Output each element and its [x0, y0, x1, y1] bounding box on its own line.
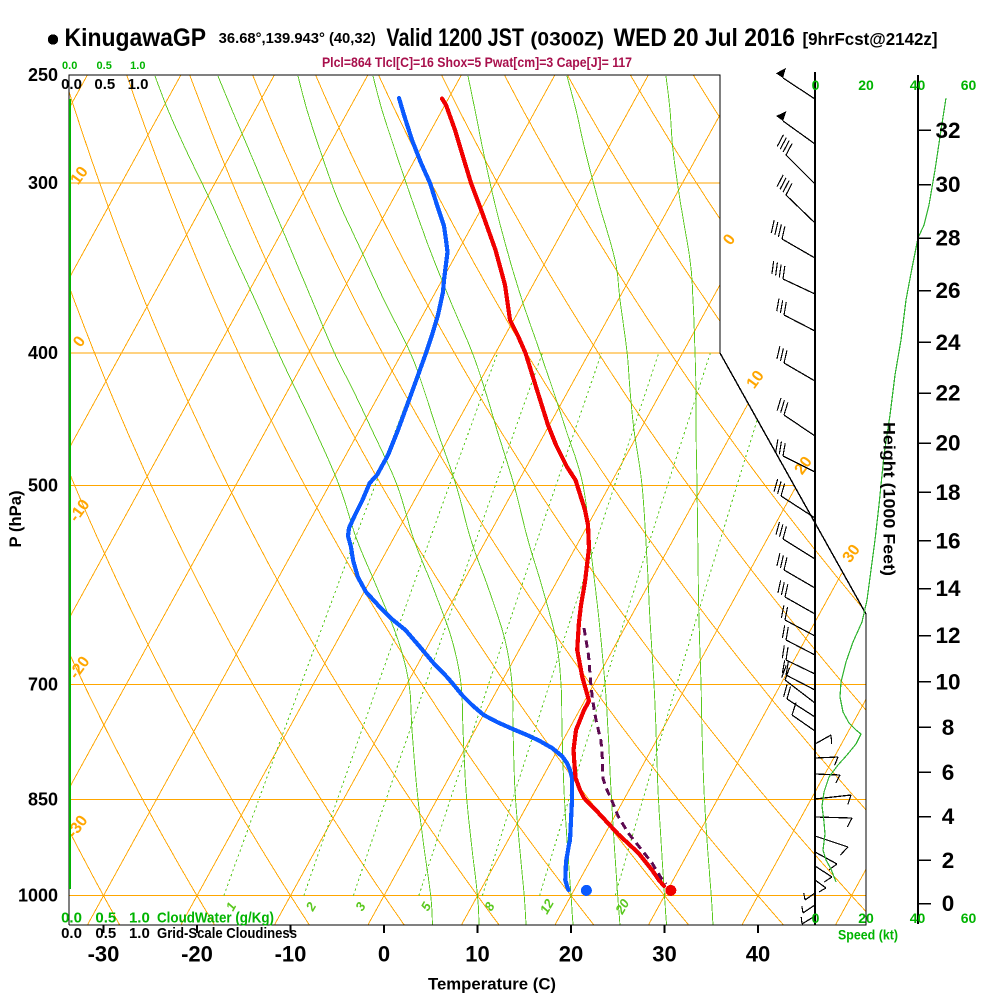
svg-text:30: 30	[935, 172, 960, 197]
svg-text:20: 20	[612, 896, 633, 918]
svg-text:32: 32	[935, 118, 960, 143]
svg-text:1.0: 1.0	[129, 925, 150, 942]
svg-text:0.0: 0.0	[61, 910, 82, 927]
svg-text:0.5: 0.5	[97, 60, 112, 72]
svg-text:24: 24	[935, 330, 961, 355]
svg-text:WED 20 Jul 2016: WED 20 Jul 2016	[614, 24, 795, 52]
svg-text:60: 60	[961, 910, 977, 926]
svg-text:10: 10	[935, 669, 960, 694]
svg-text:Grid-Scale Cloudiness: Grid-Scale Cloudiness	[157, 925, 297, 942]
svg-text:20: 20	[858, 910, 874, 926]
svg-text:20: 20	[858, 77, 874, 93]
svg-text:22: 22	[935, 381, 960, 406]
svg-text:0.0: 0.0	[62, 60, 77, 72]
svg-text:-20: -20	[181, 942, 213, 967]
svg-text:CloudWater (g/Kg): CloudWater (g/Kg)	[157, 910, 274, 927]
svg-text:Speed (kt): Speed (kt)	[838, 927, 898, 943]
svg-text:40: 40	[910, 77, 926, 93]
svg-text:500: 500	[28, 475, 58, 495]
svg-text:Height (1000 Feet): Height (1000 Feet)	[880, 422, 899, 576]
svg-text:40: 40	[746, 942, 770, 967]
svg-text:1.0: 1.0	[130, 60, 145, 72]
svg-text:0.0: 0.0	[61, 925, 82, 942]
svg-text:2: 2	[942, 848, 955, 873]
svg-text:6: 6	[942, 760, 955, 785]
svg-text:20: 20	[559, 942, 583, 967]
svg-text:1000: 1000	[18, 886, 58, 906]
svg-text:40: 40	[910, 910, 926, 926]
svg-text:0.5: 0.5	[95, 925, 116, 942]
svg-text:16: 16	[935, 528, 960, 553]
svg-text:0: 0	[942, 891, 955, 916]
svg-text:28: 28	[935, 226, 960, 251]
svg-text:1.0: 1.0	[128, 76, 149, 93]
svg-text:8: 8	[942, 715, 955, 740]
svg-text:0: 0	[812, 77, 820, 93]
svg-text:[9hrFcst@2142z]: [9hrFcst@2142z]	[803, 29, 938, 49]
svg-text:14: 14	[935, 576, 961, 601]
svg-text:60: 60	[961, 77, 977, 93]
svg-text:4: 4	[942, 804, 955, 829]
svg-text:1.0: 1.0	[129, 910, 150, 927]
svg-text:700: 700	[28, 675, 58, 695]
svg-text:0.0: 0.0	[61, 76, 82, 93]
svg-text:300: 300	[28, 173, 58, 193]
svg-text:18: 18	[935, 480, 960, 505]
svg-text:0.5: 0.5	[95, 910, 116, 927]
svg-text:250: 250	[28, 65, 58, 85]
svg-text:12: 12	[935, 623, 960, 648]
svg-text:36.68°,139.943° (40,32): 36.68°,139.943° (40,32)	[219, 31, 376, 47]
svg-text:850: 850	[28, 790, 58, 810]
svg-text:-30: -30	[88, 942, 120, 967]
svg-text:Temperature (C): Temperature (C)	[428, 975, 556, 994]
svg-text:-10: -10	[275, 942, 307, 967]
svg-text:30: 30	[652, 942, 676, 967]
svg-text:Plcl=864 Tlcl[C]=16 Shox=5 Pwa: Plcl=864 Tlcl[C]=16 Shox=5 Pwat[cm]=3 Ca…	[322, 54, 632, 70]
svg-text:0.5: 0.5	[94, 76, 115, 93]
svg-text:10: 10	[465, 942, 489, 967]
svg-text:Valid 1200 JST: Valid 1200 JST	[386, 24, 524, 52]
svg-text:0: 0	[812, 910, 820, 926]
svg-text:0: 0	[378, 942, 390, 967]
svg-text:20: 20	[935, 431, 960, 456]
svg-text:400: 400	[28, 343, 58, 363]
svg-text:(0300Z): (0300Z)	[530, 30, 604, 51]
svg-text:26: 26	[935, 278, 960, 303]
svg-text:KinugawaGP: KinugawaGP	[65, 24, 207, 52]
svg-text:P (hPa): P (hPa)	[6, 491, 25, 548]
